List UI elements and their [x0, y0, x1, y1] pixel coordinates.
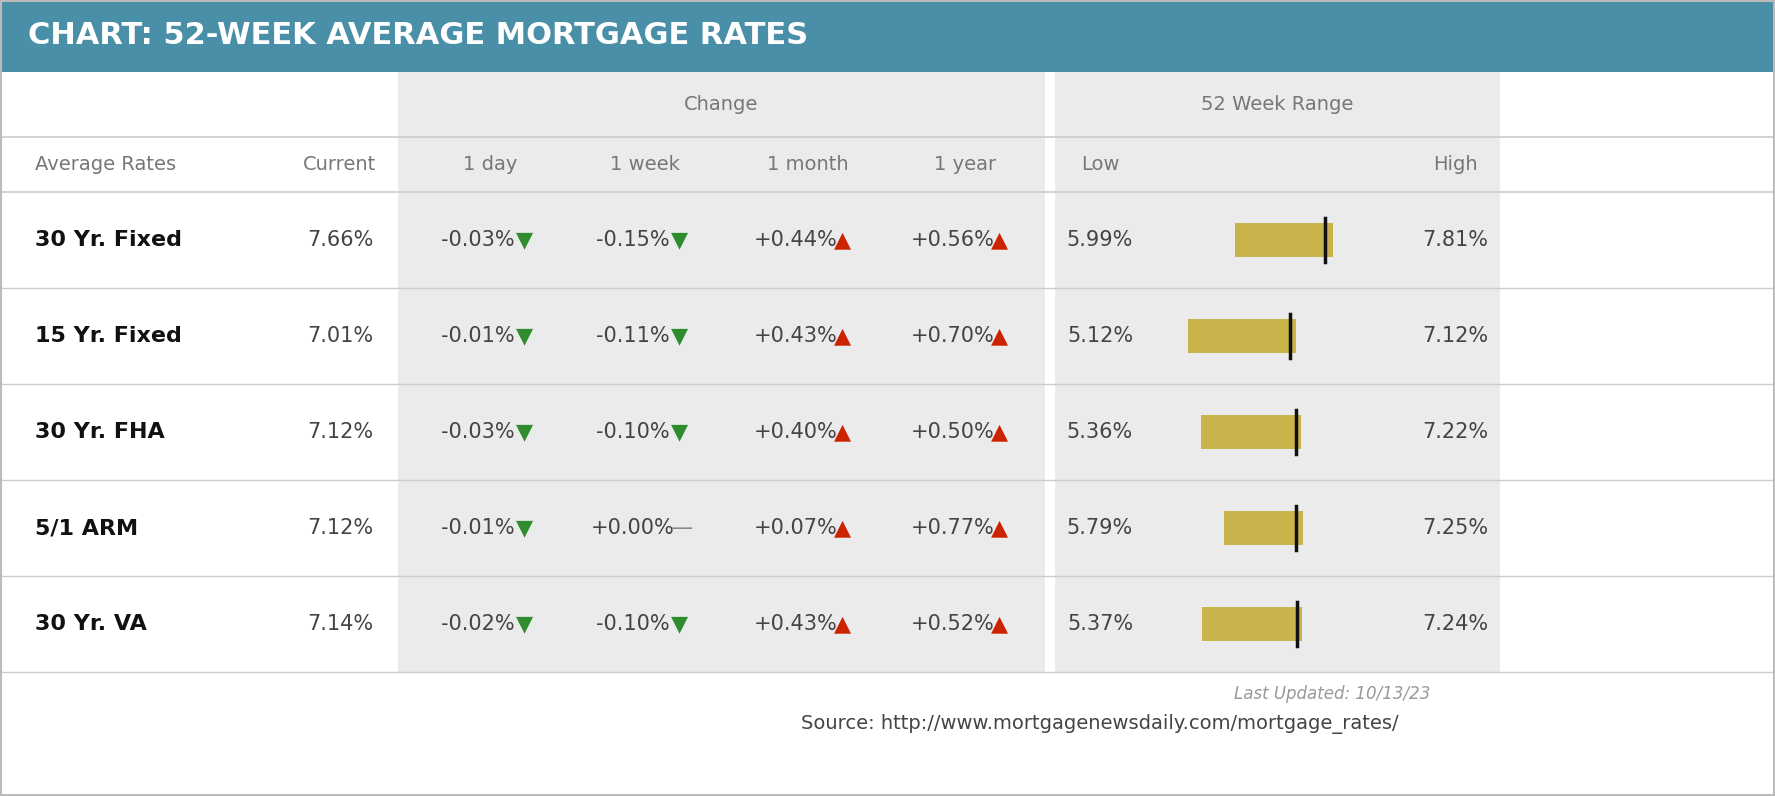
Text: High: High [1432, 155, 1477, 174]
Text: 1 month: 1 month [767, 155, 848, 174]
Text: ▼: ▼ [671, 422, 687, 442]
Text: -0.01%: -0.01% [442, 518, 515, 538]
Text: ▲: ▲ [834, 326, 850, 346]
Text: 7.12%: 7.12% [1422, 326, 1487, 346]
Text: +0.56%: +0.56% [911, 230, 996, 250]
Text: ▼: ▼ [515, 518, 532, 538]
Text: +0.07%: +0.07% [754, 518, 838, 538]
Text: CHART: 52-WEEK AVERAGE MORTGAGE RATES: CHART: 52-WEEK AVERAGE MORTGAGE RATES [28, 21, 808, 50]
Text: 52 Week Range: 52 Week Range [1202, 95, 1354, 114]
Text: ▲: ▲ [990, 326, 1008, 346]
Text: +0.77%: +0.77% [911, 518, 994, 538]
Text: 30 Yr. FHA: 30 Yr. FHA [36, 422, 165, 442]
Text: 7.25%: 7.25% [1422, 518, 1487, 538]
Bar [1054, 72, 1500, 672]
Text: 5.79%: 5.79% [1067, 518, 1132, 538]
Text: +0.00%: +0.00% [591, 518, 674, 538]
Bar [1225, 511, 1303, 545]
Text: +0.44%: +0.44% [754, 230, 838, 250]
Text: 1 day: 1 day [463, 155, 517, 174]
Text: 15 Yr. Fixed: 15 Yr. Fixed [36, 326, 181, 346]
Text: ▼: ▼ [515, 614, 532, 634]
Text: Low: Low [1081, 155, 1120, 174]
Text: ▼: ▼ [671, 230, 687, 250]
Text: -0.15%: -0.15% [596, 230, 669, 250]
Text: 7.24%: 7.24% [1422, 614, 1487, 634]
Bar [0, 0, 1775, 72]
Text: Last Updated: 10/13/23: Last Updated: 10/13/23 [1234, 685, 1431, 703]
Text: +0.43%: +0.43% [754, 326, 838, 346]
Text: +0.43%: +0.43% [754, 614, 838, 634]
Text: 7.22%: 7.22% [1422, 422, 1487, 442]
Text: 7.12%: 7.12% [307, 518, 373, 538]
Text: 7.14%: 7.14% [307, 614, 373, 634]
Text: +0.52%: +0.52% [911, 614, 994, 634]
Text: 5.37%: 5.37% [1067, 614, 1132, 634]
Text: ▲: ▲ [834, 518, 850, 538]
Text: -0.02%: -0.02% [442, 614, 515, 634]
Text: 5/1 ARM: 5/1 ARM [36, 518, 138, 538]
Text: Average Rates: Average Rates [36, 155, 176, 174]
Text: +0.50%: +0.50% [911, 422, 994, 442]
Text: 30 Yr. VA: 30 Yr. VA [36, 614, 147, 634]
Text: -0.10%: -0.10% [596, 614, 669, 634]
Text: +0.40%: +0.40% [754, 422, 838, 442]
Text: Current: Current [304, 155, 376, 174]
Text: 5.99%: 5.99% [1067, 230, 1132, 250]
Text: 7.81%: 7.81% [1422, 230, 1487, 250]
Text: ▼: ▼ [515, 422, 532, 442]
Text: ▲: ▲ [834, 422, 850, 442]
Text: ▲: ▲ [990, 518, 1008, 538]
Text: ▲: ▲ [834, 230, 850, 250]
Bar [1187, 319, 1296, 353]
Text: 5.36%: 5.36% [1067, 422, 1132, 442]
Text: 1 week: 1 week [611, 155, 680, 174]
Text: -0.10%: -0.10% [596, 422, 669, 442]
Bar [1202, 415, 1301, 449]
Text: 7.12%: 7.12% [307, 422, 373, 442]
Text: -0.01%: -0.01% [442, 326, 515, 346]
Text: —: — [671, 518, 692, 538]
Text: 30 Yr. Fixed: 30 Yr. Fixed [36, 230, 183, 250]
Text: 5.12%: 5.12% [1067, 326, 1132, 346]
Text: -0.03%: -0.03% [442, 230, 515, 250]
Text: ▼: ▼ [671, 326, 687, 346]
Text: +0.70%: +0.70% [911, 326, 994, 346]
Text: ▼: ▼ [671, 614, 687, 634]
Text: ▲: ▲ [990, 614, 1008, 634]
Bar [398, 72, 1045, 672]
Text: ▲: ▲ [834, 614, 850, 634]
Text: 7.01%: 7.01% [307, 326, 373, 346]
Bar [1202, 607, 1303, 641]
Text: ▲: ▲ [990, 230, 1008, 250]
Text: ▼: ▼ [515, 326, 532, 346]
Text: ▼: ▼ [515, 230, 532, 250]
Text: ▲: ▲ [990, 422, 1008, 442]
Text: -0.03%: -0.03% [442, 422, 515, 442]
Bar [1235, 223, 1333, 257]
Text: 1 year: 1 year [934, 155, 996, 174]
Text: 7.66%: 7.66% [307, 230, 373, 250]
Text: Change: Change [685, 95, 758, 114]
Text: -0.11%: -0.11% [596, 326, 669, 346]
Text: Source: http://www.mortgagenewsdaily.com/mortgage_rates/: Source: http://www.mortgagenewsdaily.com… [801, 714, 1399, 734]
